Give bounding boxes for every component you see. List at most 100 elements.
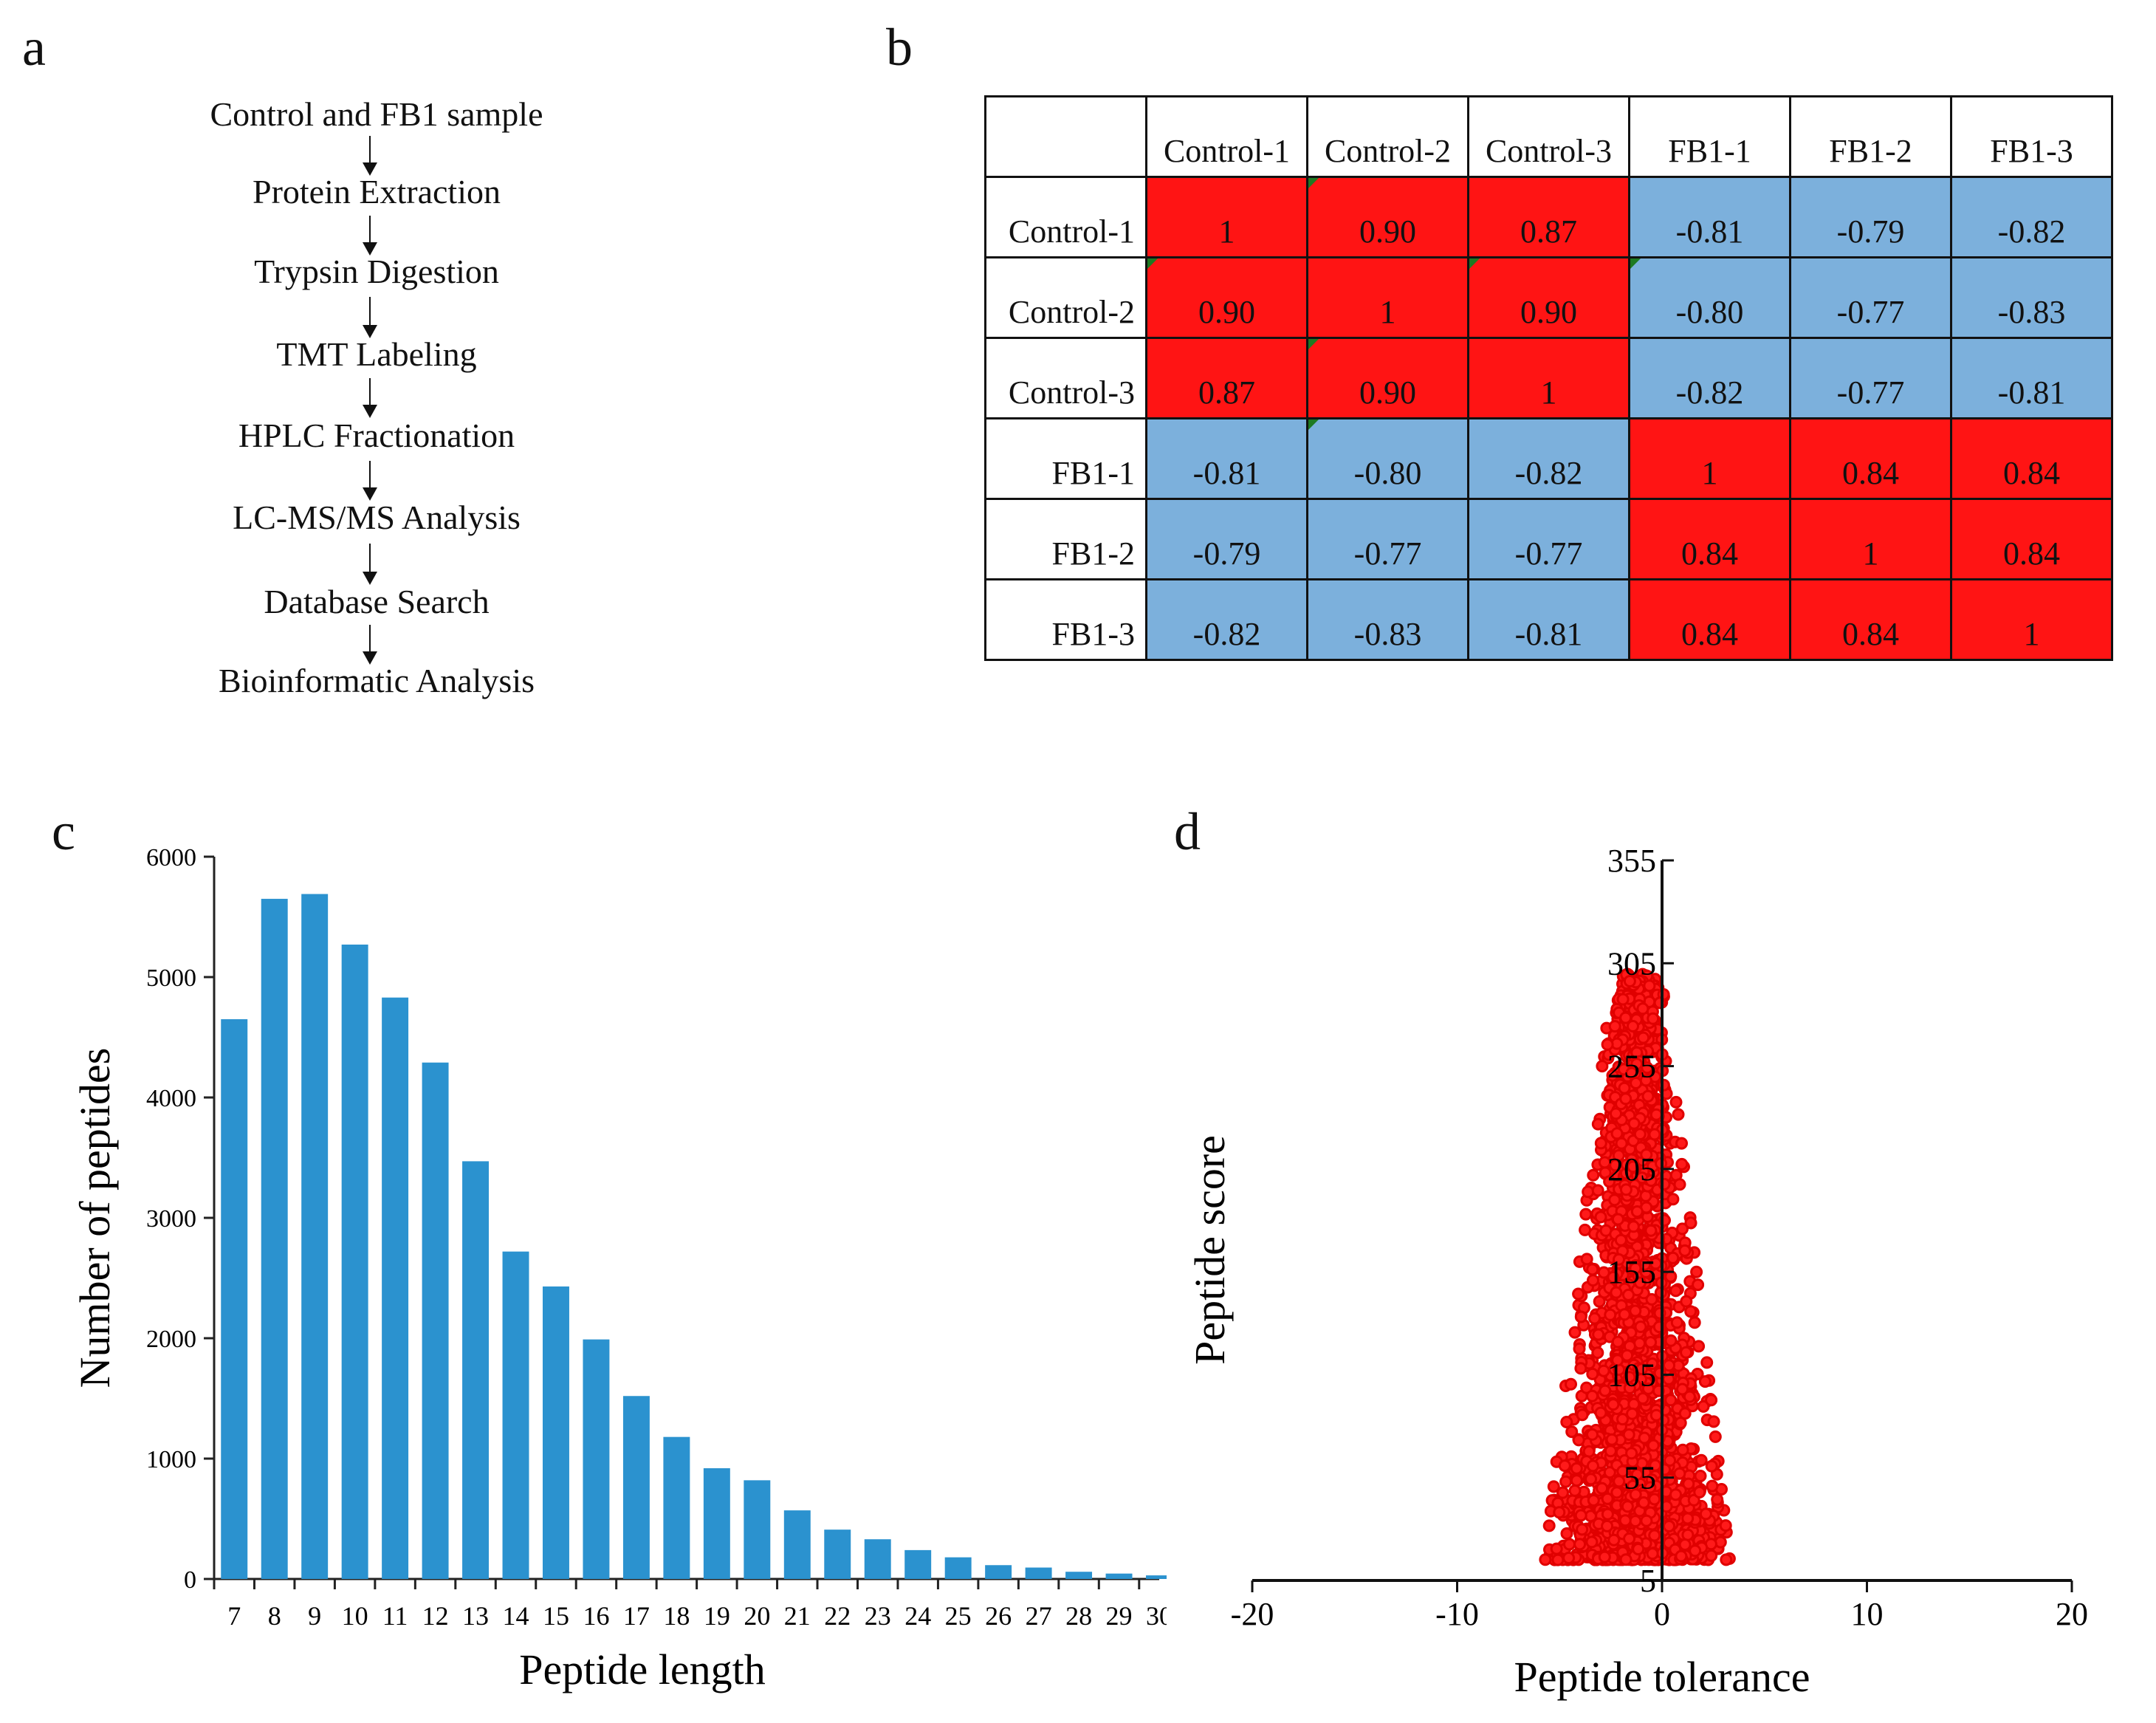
- x-tick-label: 30: [1146, 1601, 1167, 1631]
- bar: [744, 1480, 771, 1579]
- data-point: [1570, 1462, 1583, 1475]
- data-point: [1705, 1394, 1718, 1407]
- bar: [583, 1339, 610, 1579]
- data-point: [1678, 1407, 1692, 1420]
- data-point: [1611, 1335, 1624, 1349]
- down-arrow-icon: [363, 544, 377, 585]
- y-tick-label: 5000: [146, 965, 196, 992]
- workflow-step: Control and FB1 sample: [210, 95, 543, 133]
- data-point: [1673, 1178, 1686, 1191]
- y-tick-label: 355: [1607, 843, 1656, 879]
- data-point: [1573, 1538, 1587, 1551]
- data-point: [1644, 1481, 1657, 1494]
- data-point: [1646, 1547, 1659, 1561]
- bar: [944, 1557, 972, 1579]
- y-tick-label: 105: [1607, 1357, 1656, 1393]
- y-tick-label: 5: [1640, 1563, 1656, 1599]
- data-point: [1657, 1078, 1670, 1092]
- data-point: [1542, 1519, 1556, 1532]
- data-point: [1680, 1346, 1693, 1359]
- data-point: [1603, 1175, 1616, 1188]
- x-tick-label: 23: [865, 1601, 891, 1631]
- data-point: [1680, 1295, 1693, 1308]
- data-point: [1570, 1474, 1583, 1487]
- bar: [1065, 1572, 1093, 1579]
- panel-label-c: c: [52, 802, 75, 861]
- column-header: Control-3: [1467, 95, 1630, 178]
- data-point: [1608, 1020, 1621, 1033]
- x-tick-label: 11: [382, 1601, 408, 1631]
- data-point: [1568, 1484, 1582, 1497]
- correlation-cell: -0.81: [1950, 337, 2113, 419]
- data-point: [1636, 1392, 1649, 1405]
- data-point: [1551, 1553, 1565, 1566]
- data-point: [1678, 1244, 1692, 1257]
- data-point: [1629, 1261, 1642, 1275]
- workflow-step: Protein Extraction: [253, 173, 501, 210]
- workflow-step: Bioinformatic Analysis: [218, 662, 535, 699]
- down-arrow-icon: [363, 625, 377, 665]
- data-point: [1573, 1342, 1586, 1355]
- data-point: [1616, 1413, 1629, 1426]
- workflow-step: Trypsin Digestion: [254, 253, 499, 290]
- data-point: [1627, 1160, 1640, 1174]
- row-header: FB1-1: [984, 417, 1147, 500]
- x-axis-title: Peptide length: [519, 1645, 765, 1693]
- data-point: [1634, 1320, 1647, 1333]
- data-point: [1558, 1459, 1571, 1473]
- data-point: [1666, 1193, 1680, 1206]
- x-tick-label: 24: [904, 1601, 931, 1631]
- data-point: [1586, 1367, 1599, 1380]
- data-point: [1591, 1117, 1604, 1131]
- data-point: [1613, 1253, 1625, 1266]
- data-point: [1596, 1060, 1609, 1073]
- data-point: [1637, 1031, 1650, 1044]
- data-point: [1637, 1496, 1650, 1509]
- correlation-cell: -0.80: [1306, 417, 1469, 500]
- data-point: [1613, 1475, 1626, 1488]
- data-point: [1627, 1220, 1640, 1233]
- data-point: [1616, 993, 1630, 1006]
- data-point: [1610, 1107, 1622, 1120]
- data-point: [1599, 1384, 1612, 1397]
- data-point: [1572, 1287, 1585, 1301]
- data-point: [1647, 1012, 1660, 1025]
- panel-label-b: b: [886, 18, 913, 77]
- data-point: [1627, 1117, 1641, 1130]
- correlation-table: Control-1 Control-2 Control-3 FB1-1 FB1-…: [984, 95, 2113, 661]
- data-point: [1707, 1415, 1720, 1428]
- bar: [422, 1062, 449, 1579]
- x-tick-label: 25: [945, 1601, 972, 1631]
- correlation-cell: -0.82: [1628, 337, 1791, 419]
- data-point: [1574, 1509, 1587, 1522]
- data-point: [1629, 1304, 1642, 1318]
- correlation-cell: -0.82: [1145, 578, 1308, 661]
- data-point: [1601, 1492, 1614, 1505]
- down-arrow-icon: [363, 461, 377, 501]
- row-header: Control-1: [984, 176, 1147, 258]
- bar: [502, 1251, 529, 1579]
- data-point: [1711, 1493, 1724, 1506]
- data-point: [1621, 1349, 1634, 1362]
- data-point: [1630, 1058, 1644, 1071]
- down-arrow-icon: [363, 216, 377, 256]
- x-tick-label: 0: [1654, 1596, 1670, 1632]
- data-point: [1719, 1519, 1732, 1532]
- data-point: [1607, 1533, 1621, 1546]
- data-point: [1615, 1137, 1628, 1150]
- x-tick-label: 12: [422, 1601, 449, 1631]
- panel-label-d: d: [1174, 802, 1201, 861]
- correlation-cell: 0.90: [1145, 256, 1308, 339]
- data-point: [1669, 1488, 1682, 1501]
- data-point: [1616, 1465, 1630, 1478]
- data-point: [1618, 1308, 1631, 1321]
- data-point: [1605, 1433, 1618, 1446]
- data-point: [1597, 1266, 1610, 1279]
- data-point: [1619, 1553, 1633, 1566]
- data-point: [1645, 1292, 1658, 1306]
- data-point: [1591, 1184, 1604, 1197]
- data-point: [1694, 1470, 1707, 1482]
- correlation-cell: 0.84: [1789, 578, 1952, 661]
- data-point: [1681, 1512, 1695, 1525]
- bar: [543, 1286, 569, 1579]
